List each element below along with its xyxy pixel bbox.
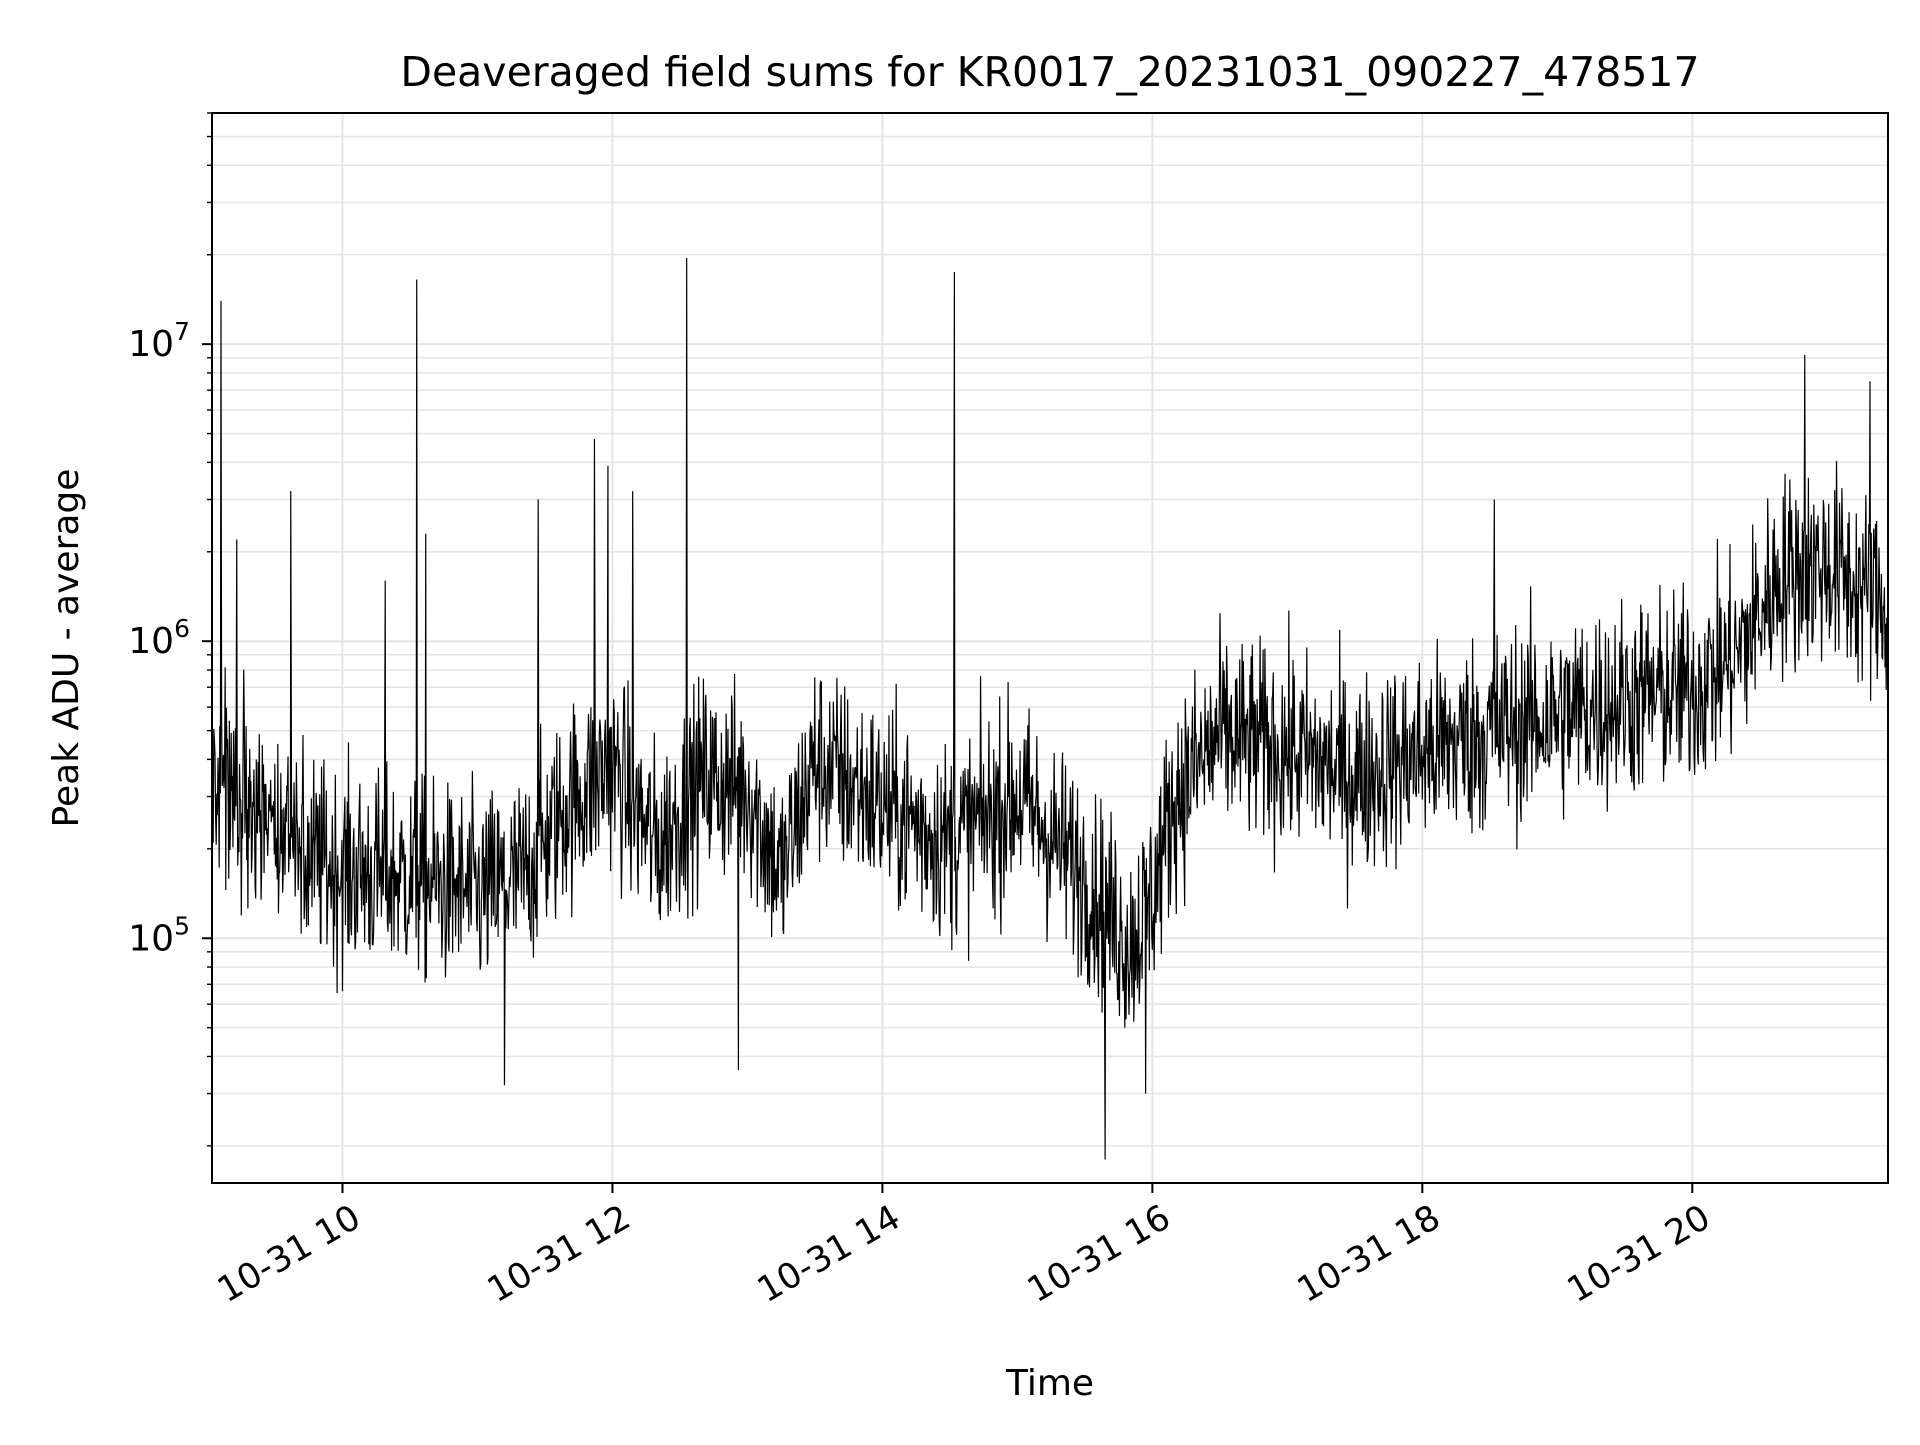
y-tick-exponent: 5 xyxy=(174,911,190,940)
y-tick-base: 10 xyxy=(128,621,174,662)
y-tick-base: 10 xyxy=(128,918,174,959)
series-layer xyxy=(212,257,1888,1160)
y-tick-exponent: 6 xyxy=(174,614,190,643)
grid-lines xyxy=(212,112,1888,1183)
y-tick-exponent: 7 xyxy=(174,317,190,346)
y-tick-base: 10 xyxy=(128,324,174,365)
y-tick-label: 107 xyxy=(128,317,190,365)
series-line xyxy=(212,257,1888,1160)
x-axis-label: Time xyxy=(1005,1363,1094,1404)
plot-frame xyxy=(211,112,1889,1184)
y-tick-label: 106 xyxy=(128,614,190,662)
chart-title: Deaveraged field sums for KR0017_2023103… xyxy=(400,48,1699,96)
y-tick-label: 105 xyxy=(128,911,190,959)
y-axis-label: Peak ADU - average xyxy=(46,469,87,828)
